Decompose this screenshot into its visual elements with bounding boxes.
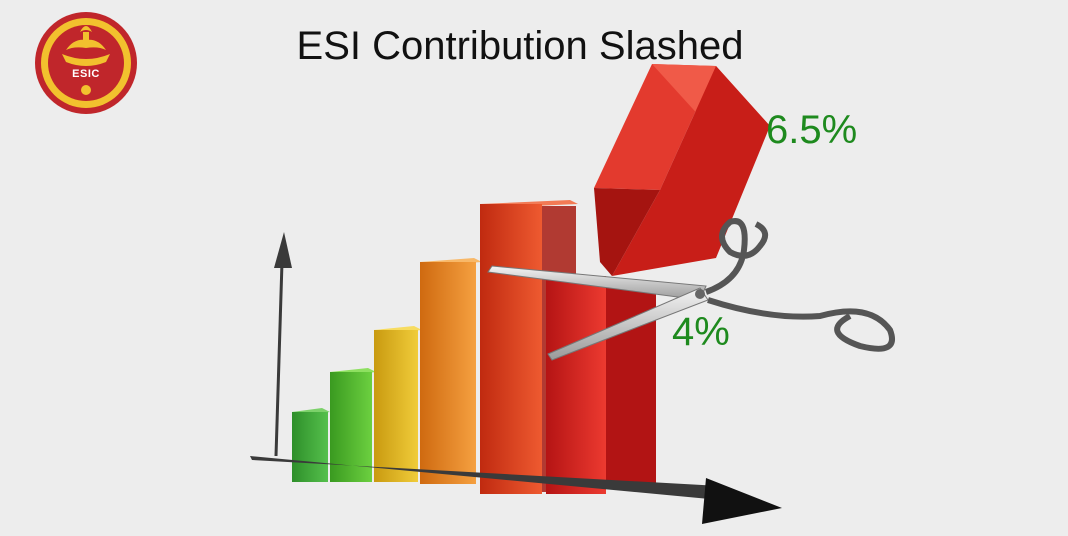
bar-6-cut bbox=[546, 276, 656, 494]
old-rate-label: 6.5% bbox=[766, 108, 858, 152]
bar-2 bbox=[330, 368, 376, 482]
bar-1 bbox=[292, 408, 330, 482]
x-axis-arrow-icon bbox=[250, 456, 782, 524]
page-title: ESI Contribution Slashed bbox=[296, 24, 744, 68]
bar-4 bbox=[420, 258, 482, 484]
logo-text: ESIC bbox=[72, 68, 100, 80]
y-axis-arrow-icon bbox=[274, 232, 292, 457]
bar-3 bbox=[374, 326, 422, 482]
esic-emblem-icon bbox=[35, 12, 137, 114]
new-rate-label: 4% bbox=[672, 310, 730, 354]
esic-logo: ESIC bbox=[32, 10, 140, 116]
cut-bar-block bbox=[594, 64, 770, 276]
scissors-icon bbox=[487, 218, 895, 361]
